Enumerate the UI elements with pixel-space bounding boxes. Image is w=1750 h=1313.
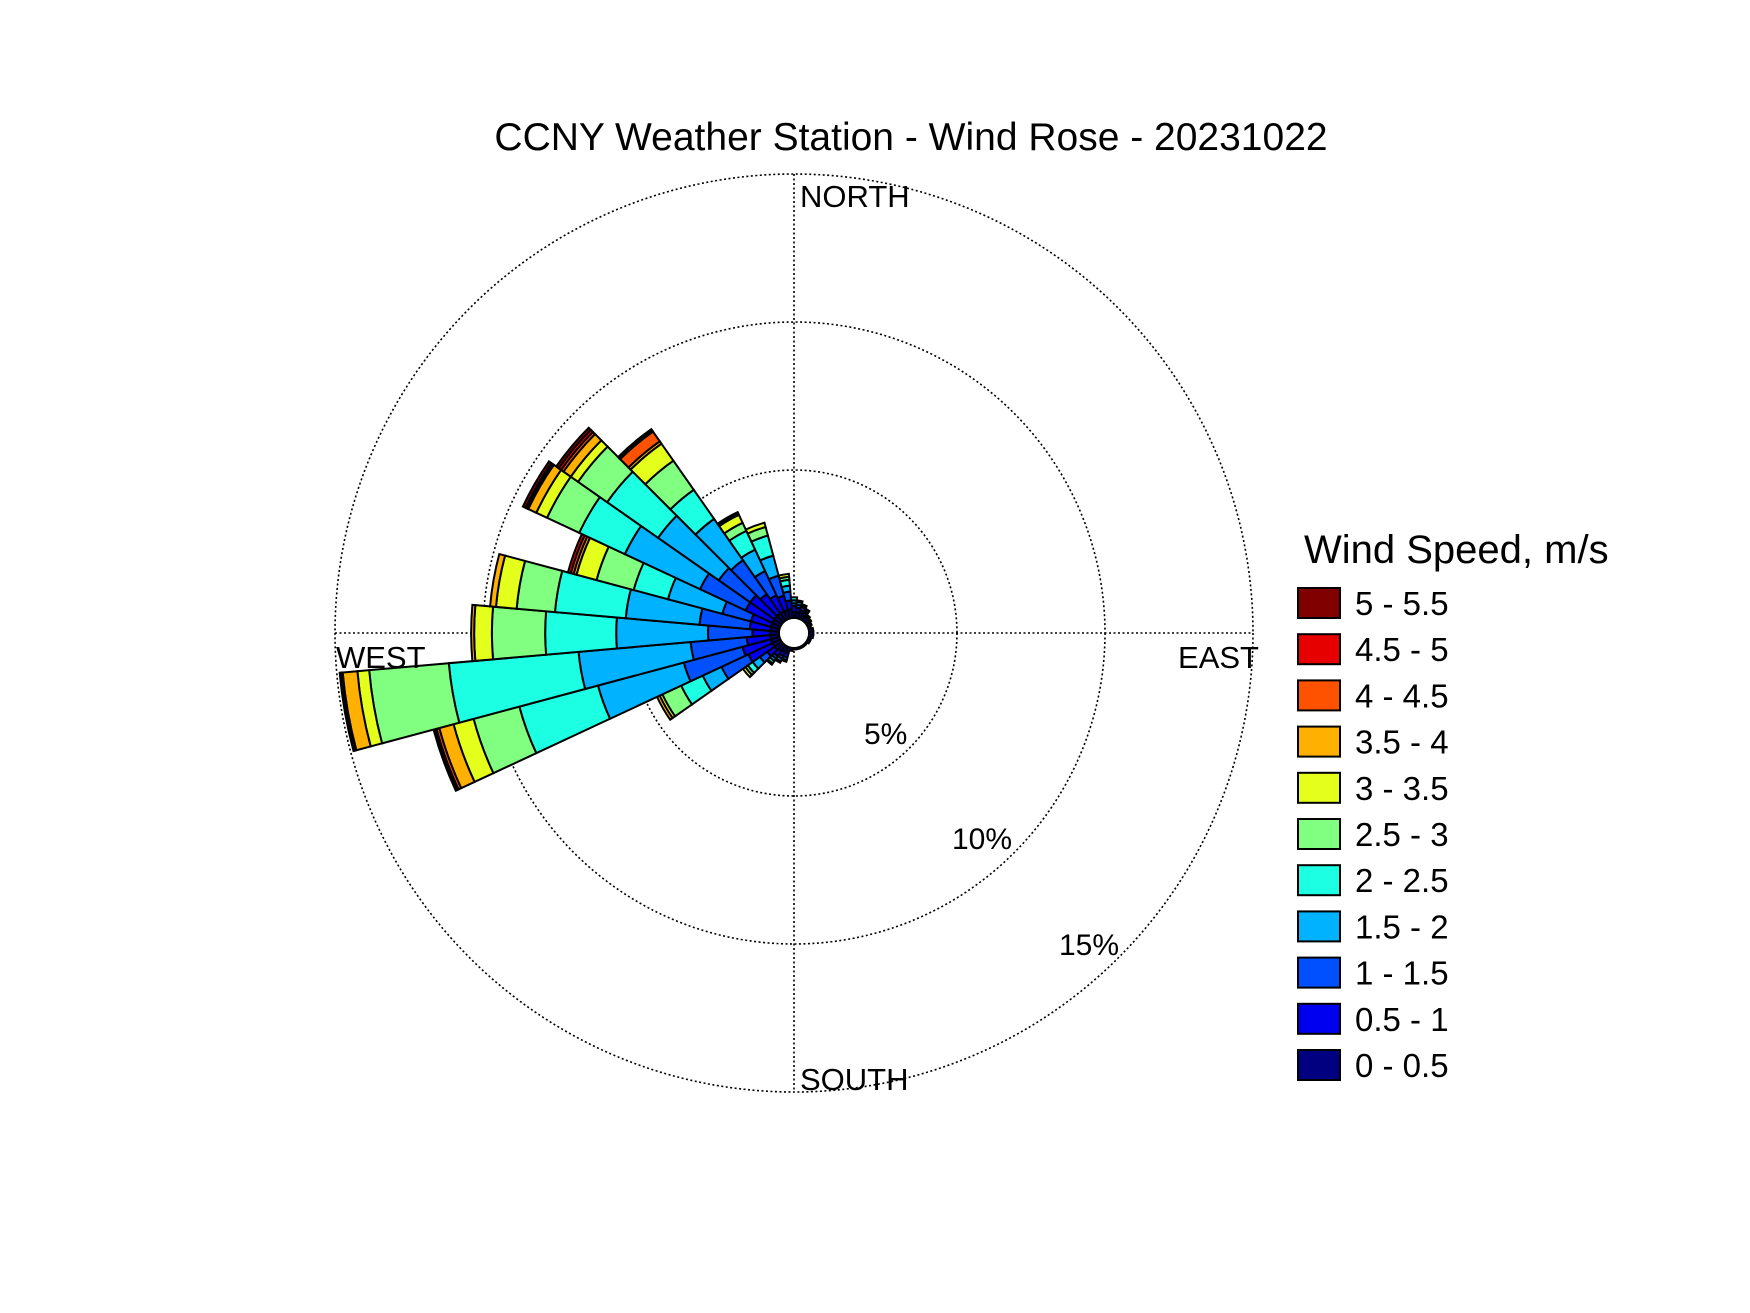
petal-270deg-bin-5 [490, 605, 548, 661]
legend-swatch [1297, 725, 1341, 758]
petal-270deg-bin-7 [470, 603, 477, 663]
legend-swatch [1297, 771, 1341, 804]
ring-5-percent [630, 469, 958, 797]
radial-tick-15: 15% [1059, 929, 1119, 962]
legend-label: 3.5 - 4 [1355, 724, 1449, 761]
ring-15-percent [334, 173, 1254, 1093]
east-label: EAST [1178, 640, 1259, 675]
legend-swatch [1297, 587, 1341, 619]
legend-swatch [1297, 818, 1341, 850]
legend-label: 3 - 3.5 [1355, 770, 1449, 807]
petal-10deg-bin-4 [795, 599, 804, 605]
petal-300deg-bin-10 [521, 460, 553, 510]
legend-label: 2.5 - 3 [1355, 816, 1449, 853]
north-label: NORTH [800, 179, 910, 214]
legend-swatch [1297, 956, 1341, 989]
legend-swatch [1297, 910, 1341, 943]
center-hole [780, 619, 808, 647]
petal-270deg-bin-4 [544, 610, 618, 656]
legend: Wind Speed, m/s 5 - 5.5 4.5 - 5 4 - 4.5 3.5… [1297, 528, 1609, 1084]
legend-swatch [1297, 864, 1341, 897]
petal-30deg-bin-4 [803, 607, 811, 614]
legend-swatch [1297, 1002, 1341, 1035]
legend-label: 1.5 - 2 [1355, 908, 1449, 945]
legend-label: 2 - 2.5 [1355, 862, 1449, 899]
chart-title: CCNY Weather Station - Wind Rose - 20231… [494, 116, 1327, 159]
south-label: SOUTH [800, 1062, 909, 1097]
petal-330deg-bin-8 [716, 510, 740, 527]
radial-tick-5: 5% [864, 718, 907, 751]
petal-350deg-bin-6 [777, 572, 791, 580]
legend-swatch [1297, 1049, 1341, 1081]
legend-label: 4 - 4.5 [1355, 677, 1449, 714]
legend-label: 0.5 - 1 [1355, 1001, 1449, 1038]
petal-270deg-bin-6 [473, 604, 495, 662]
legend-swatch [1297, 679, 1341, 712]
legend-label: 0 - 0.5 [1355, 1047, 1449, 1084]
petal-120deg-bin-0 [804, 638, 812, 645]
west-label: WEST [336, 640, 426, 675]
petal-320deg-bin-10 [616, 427, 654, 460]
legend-swatch [1297, 633, 1341, 666]
petal-260deg-bin-9 [338, 671, 357, 753]
legend-label: 5 - 5.5 [1355, 585, 1449, 622]
wind-rose-petals [338, 426, 815, 793]
petal-310deg-bin-10 [554, 426, 593, 470]
radial-tick-10: 10% [952, 823, 1012, 856]
legend-label: 4.5 - 5 [1355, 631, 1449, 668]
petal-20deg-bin-4 [800, 602, 808, 609]
petal-280deg-bin-7 [488, 552, 507, 609]
legend-title: Wind Speed, m/s [1304, 528, 1609, 572]
legend-label: 1 - 1.5 [1355, 955, 1449, 992]
petal-340deg-bin-6 [744, 521, 767, 535]
